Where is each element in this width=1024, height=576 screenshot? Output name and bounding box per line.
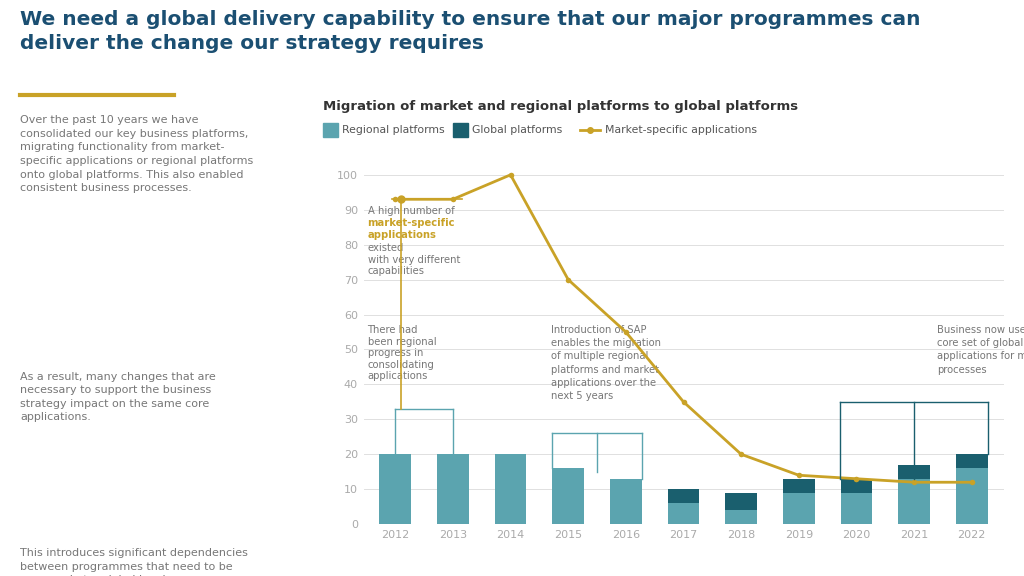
Text: Over the past 10 years we have
consolidated our key business platforms,
migratin: Over the past 10 years we have consolida…: [20, 115, 254, 193]
Bar: [437, 454, 469, 524]
Text: Global platforms: Global platforms: [472, 124, 562, 135]
Bar: [495, 454, 526, 524]
Bar: [783, 479, 815, 492]
Bar: [898, 479, 930, 524]
Bar: [668, 489, 699, 503]
Bar: [725, 492, 757, 510]
Text: There had
been regional
progress in
consolidating
applications: There had been regional progress in cons…: [368, 325, 436, 381]
Text: Introduction of SAP
enables the migration
of multiple regional
platforms and mar: Introduction of SAP enables the migratio…: [551, 325, 660, 401]
Text: This introduces significant dependencies
between programmes that need to be
mana: This introduces significant dependencies…: [20, 548, 249, 576]
Text: Business now uses a
core set of global
applications for most
processes: Business now uses a core set of global a…: [937, 325, 1024, 374]
Text: existed
with very different
capabilities: existed with very different capabilities: [368, 243, 460, 276]
Text: As a result, many changes that are
necessary to support the business
strategy im: As a result, many changes that are neces…: [20, 372, 216, 422]
Text: A high number of: A high number of: [368, 206, 455, 216]
Text: Market-specific applications: Market-specific applications: [605, 124, 757, 135]
Bar: [379, 454, 411, 524]
Bar: [783, 492, 815, 524]
Text: Regional platforms: Regional platforms: [342, 124, 444, 135]
Bar: [898, 465, 930, 479]
Bar: [323, 123, 338, 137]
Bar: [610, 479, 642, 524]
Bar: [956, 454, 988, 468]
Bar: [725, 510, 757, 524]
Bar: [956, 468, 988, 524]
Bar: [668, 503, 699, 524]
Text: We need a global delivery capability to ensure that our major programmes can
del: We need a global delivery capability to …: [20, 10, 921, 53]
Bar: [552, 468, 584, 524]
Bar: [841, 479, 872, 492]
Text: market-specific
applications: market-specific applications: [368, 218, 455, 240]
Bar: [453, 123, 468, 137]
Text: Migration of market and regional platforms to global platforms: Migration of market and regional platfor…: [323, 100, 798, 113]
Bar: [841, 492, 872, 524]
